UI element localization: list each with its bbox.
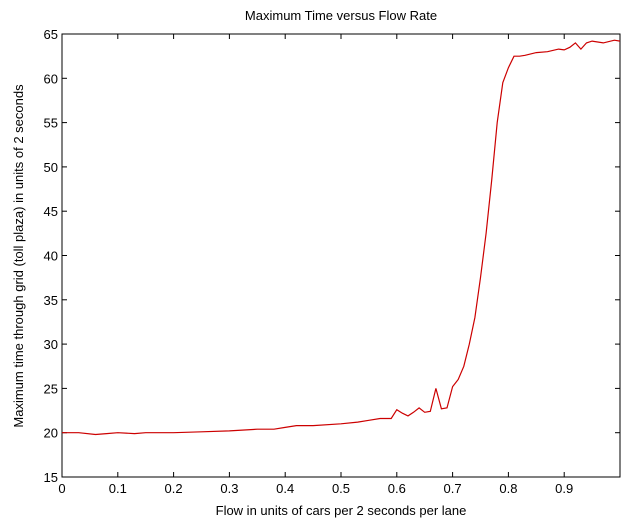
y-tick-label: 25 xyxy=(44,381,58,396)
y-tick-label: 45 xyxy=(44,204,58,219)
y-tick-label: 30 xyxy=(44,337,58,352)
y-tick-label: 35 xyxy=(44,293,58,308)
y-tick-label: 40 xyxy=(44,249,58,264)
x-tick-label: 0.6 xyxy=(388,481,406,496)
axis-tick-labels: 0 0.1 0.2 0.3 0.4 0.5 0.6 0.7 0.8 0.9 15 20 25 30 35 40… xyxy=(44,27,574,496)
plot-area xyxy=(61,33,621,478)
y-tick-label: 60 xyxy=(44,71,58,86)
chart-title: Maximum Time versus Flow Rate xyxy=(245,8,437,23)
y-tick-label: 15 xyxy=(44,470,58,485)
y-tick-label: 55 xyxy=(44,116,58,131)
y-tick-label: 50 xyxy=(44,160,58,175)
x-tick-label: 0.4 xyxy=(276,481,294,496)
x-tick-label: 0 xyxy=(58,481,65,496)
x-tick-label: 0.8 xyxy=(499,481,517,496)
y-axis-label: Maximum time through grid (toll plaza) i… xyxy=(11,84,26,428)
x-tick-label: 0.7 xyxy=(444,481,462,496)
x-tick-label: 0.1 xyxy=(109,481,127,496)
y-tick-label: 20 xyxy=(44,426,58,441)
x-axis-label: Flow in units of cars per 2 seconds per … xyxy=(216,503,467,518)
axis-ticks xyxy=(61,33,620,478)
x-tick-label: 0.2 xyxy=(165,481,183,496)
y-tick-label: 65 xyxy=(44,27,58,42)
x-tick-label: 0.5 xyxy=(332,481,350,496)
x-tick-label: 0.3 xyxy=(220,481,238,496)
series-line xyxy=(62,39,621,436)
x-tick-label: 0.9 xyxy=(555,481,573,496)
